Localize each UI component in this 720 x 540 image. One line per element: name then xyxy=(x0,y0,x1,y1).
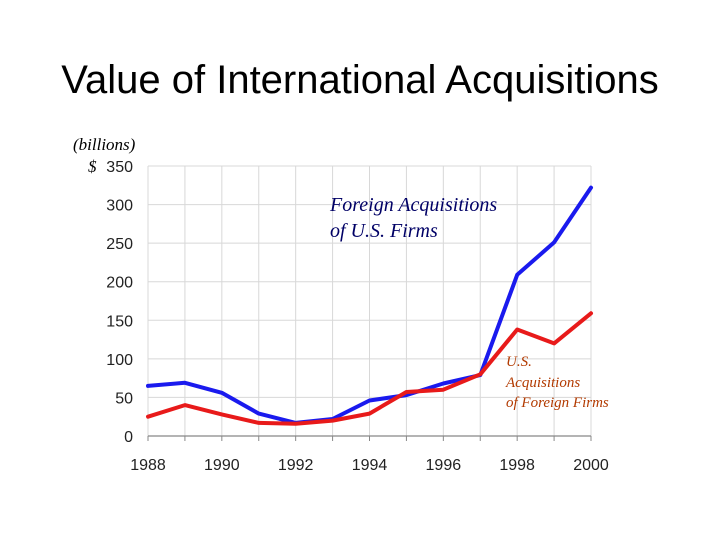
y-tick-label: 100 xyxy=(106,352,133,369)
y-tick-label: 50 xyxy=(115,390,133,407)
y-tick-label: 0 xyxy=(124,429,133,446)
series-line-foreign-acquisitions xyxy=(146,185,593,425)
x-tick-label: 1994 xyxy=(352,457,388,474)
series-label-us-acquisitions: of Foreign Firms xyxy=(506,395,609,411)
y-tick-label: 300 xyxy=(106,198,133,215)
series-labels: Foreign Acquisitions of U.S. Firms U.S. Acq… xyxy=(329,194,609,411)
x-tick-labels: 1988 1990 1992 1994 1996 1998 2000 xyxy=(130,457,609,474)
y-tick-label: 150 xyxy=(106,313,133,330)
x-tick-label: 1998 xyxy=(499,457,535,474)
x-tick-label: 1992 xyxy=(278,457,314,474)
series-label-foreign-acquisitions: of U.S. Firms xyxy=(330,220,438,242)
series-label-us-acquisitions: U.S. xyxy=(506,354,532,370)
y-tick-label: 200 xyxy=(106,275,133,292)
x-tick-label: 1990 xyxy=(204,457,240,474)
y-axis-unit-label: (billions) xyxy=(73,135,136,154)
y-tick-label: 250 xyxy=(106,236,133,253)
y-tick-label: 350 xyxy=(106,159,133,176)
x-tick-label: 1996 xyxy=(426,457,462,474)
x-tick-label: 1988 xyxy=(130,457,166,474)
y-tick-labels: 350 300 250 200 150 100 50 0 xyxy=(106,159,133,446)
series-lines xyxy=(146,185,593,426)
chart-title: Value of International Acquisitions xyxy=(61,58,659,102)
series-line-us-acquisitions xyxy=(146,311,593,426)
series-label-foreign-acquisitions: Foreign Acquisitions xyxy=(329,194,497,216)
axes xyxy=(147,435,592,441)
x-tick-label: 2000 xyxy=(573,457,609,474)
y-axis-currency-label: $ xyxy=(88,157,97,176)
series-label-us-acquisitions: Acquisitions xyxy=(505,375,580,391)
